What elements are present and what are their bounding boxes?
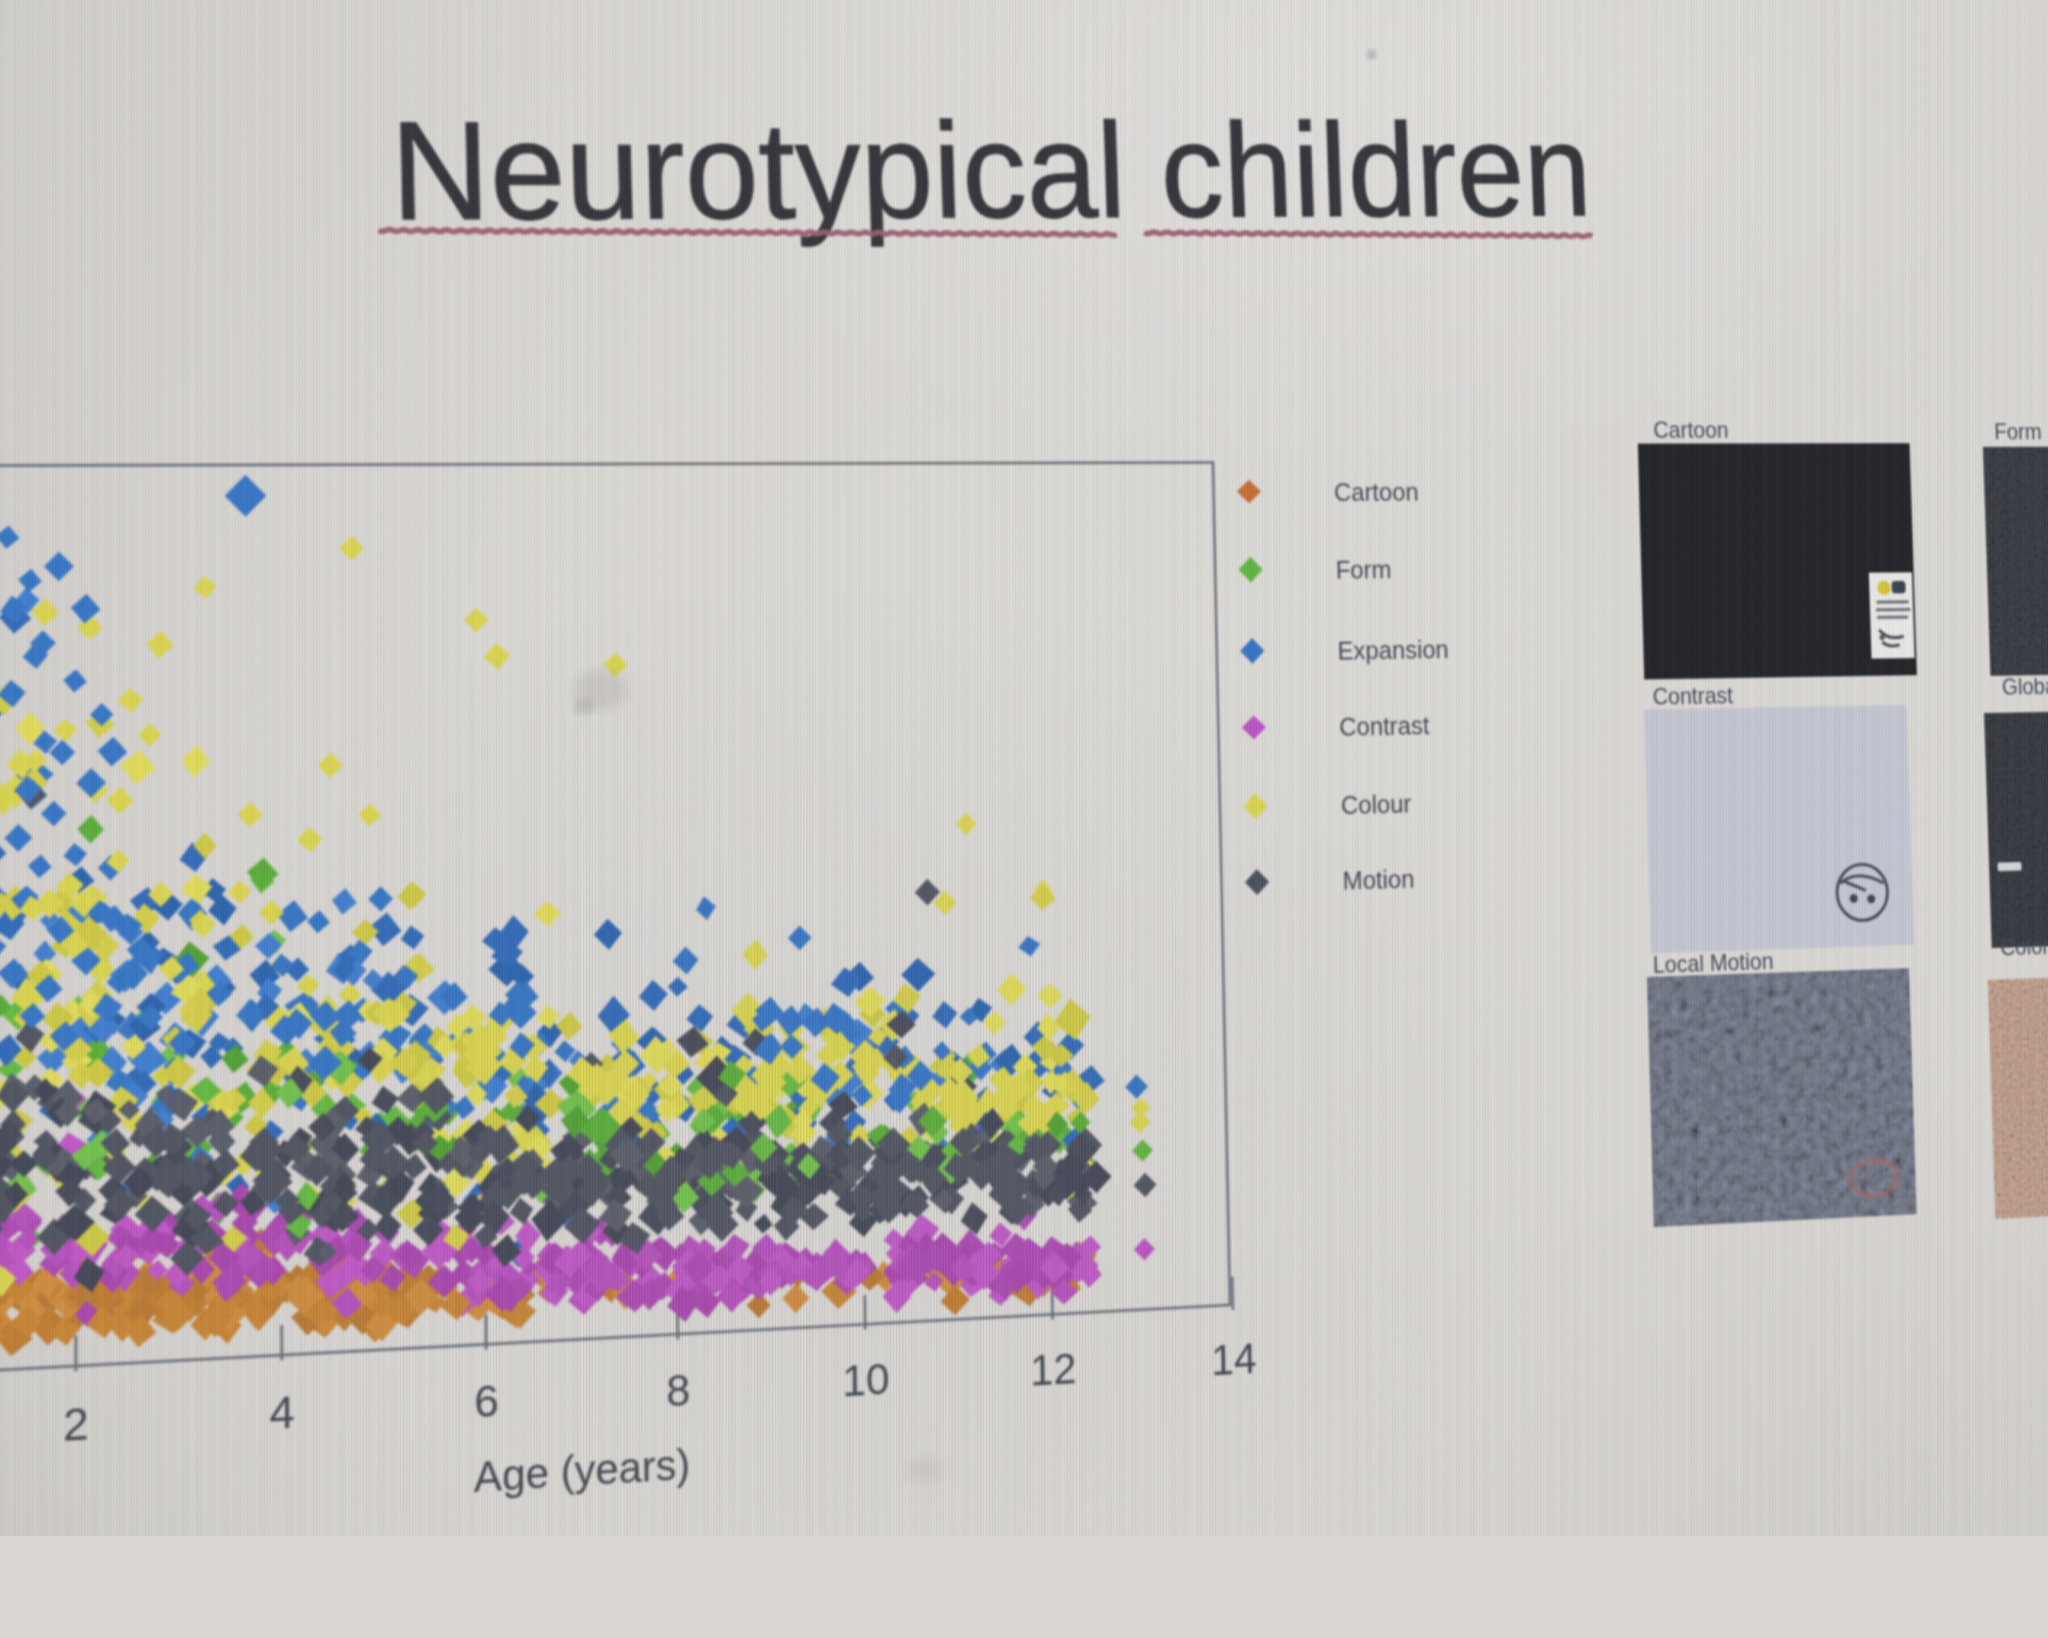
svg-text:10: 10	[842, 1353, 890, 1406]
svg-text:Globa: Globa	[2002, 674, 2048, 700]
svg-text:Colour: Colour	[1341, 789, 1412, 820]
svg-text:2: 2	[63, 1397, 89, 1451]
svg-text:Cartoon: Cartoon	[1334, 477, 1419, 506]
svg-text:12: 12	[1030, 1343, 1077, 1395]
svg-text:Motion: Motion	[1342, 864, 1414, 895]
svg-text:6: 6	[474, 1375, 499, 1428]
svg-text:Form: Form	[1335, 555, 1391, 584]
svg-text:Contrast: Contrast	[1652, 683, 1733, 710]
svg-text:Neurotypical children: Neurotypical children	[389, 92, 1594, 250]
svg-text:Cartoon: Cartoon	[1653, 418, 1729, 444]
svg-text:Color: Color	[2000, 934, 2048, 961]
svg-text:14: 14	[1211, 1333, 1257, 1385]
svg-text:Form: Form	[1994, 420, 2042, 445]
svg-text:Expansion: Expansion	[1337, 635, 1449, 665]
svg-text:8: 8	[666, 1364, 691, 1416]
svg-text:Age (years): Age (years)	[474, 1441, 691, 1502]
svg-text:Contrast: Contrast	[1339, 711, 1430, 742]
svg-text:4: 4	[269, 1386, 294, 1440]
